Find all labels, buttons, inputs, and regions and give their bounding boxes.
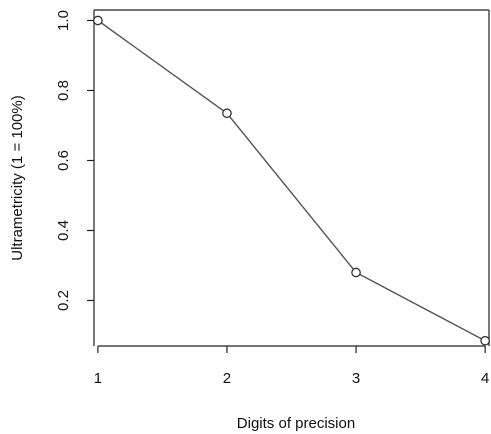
x-tick-label: 4 [481, 370, 489, 387]
y-tick-label: 0.4 [55, 220, 72, 241]
data-point [480, 335, 490, 346]
x-axis-label: Digits of precision [237, 415, 355, 432]
y-tick-label: 1.0 [55, 10, 72, 31]
axes-layer: 1 2 3 4 0.2 0.4 0.6 0.8 1.0 [55, 10, 489, 387]
y-axis-label: Ultrametricity (1 = 100%) [9, 95, 26, 260]
data-point [351, 267, 361, 278]
x-tick-label: 3 [352, 370, 360, 387]
x-tick-label: 2 [223, 370, 231, 387]
data-point [93, 15, 103, 26]
data-point [222, 108, 232, 119]
y-tick-label: 0.2 [55, 290, 72, 311]
series-line [97, 19, 486, 342]
y-tick-label: 0.6 [55, 150, 72, 171]
x-tick-label: 1 [94, 370, 102, 387]
y-tick-label: 0.8 [55, 80, 72, 101]
series-layer [93, 15, 490, 346]
plot-frame-layer [93, 9, 490, 346]
